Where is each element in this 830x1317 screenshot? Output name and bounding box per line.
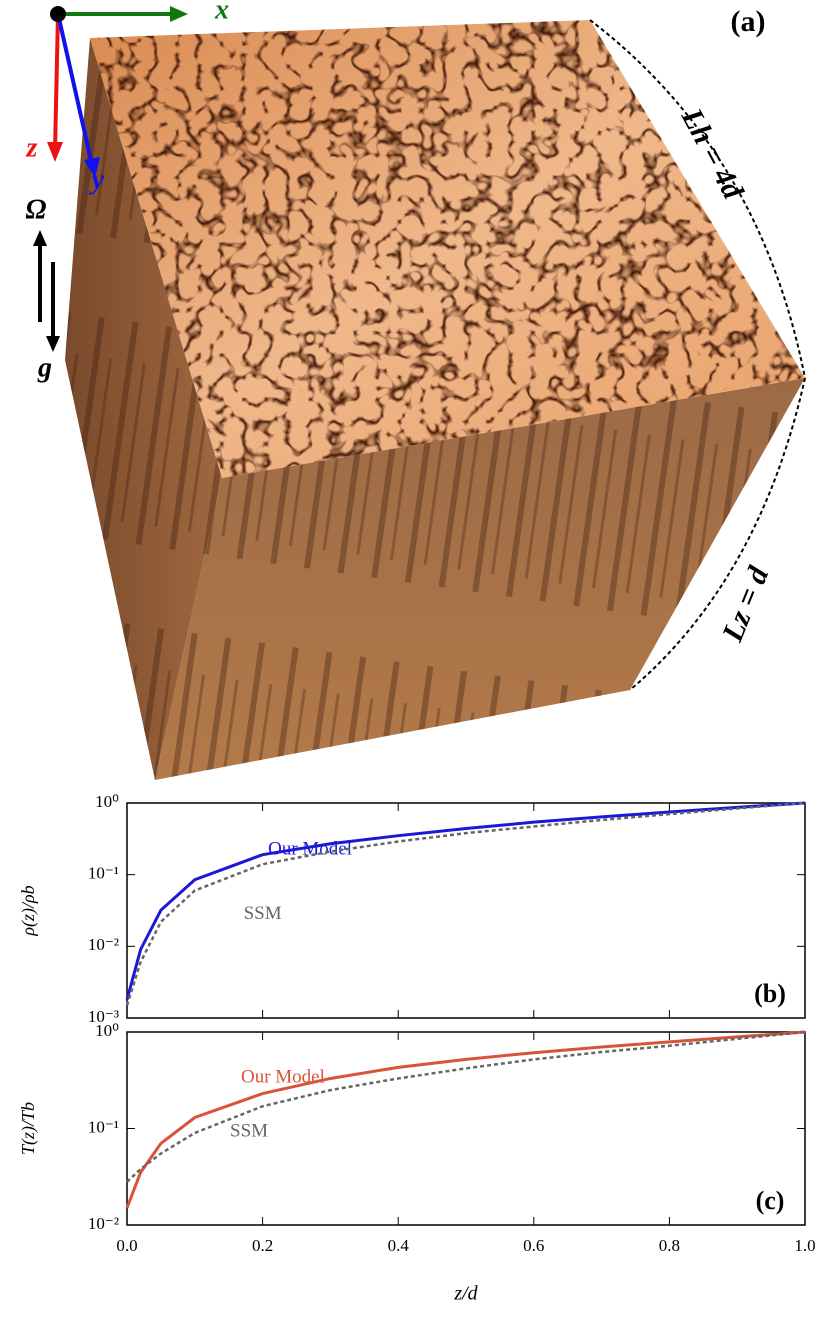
y-tick-label: 10⁻² — [88, 1214, 119, 1233]
x-tick-label: 0.6 — [523, 1236, 544, 1255]
x-tick-label: 0.4 — [388, 1236, 410, 1255]
y-tick-label: 10⁻¹ — [88, 864, 119, 883]
panel-label: (b) — [754, 979, 786, 1008]
series-label: Our Model — [268, 839, 352, 860]
axis-x-label: x — [214, 0, 229, 25]
plot-frame — [126, 1031, 806, 1226]
series-line — [125, 1030, 806, 1209]
series-line — [125, 801, 806, 1001]
y-axis-label: ρ(z)/ρb — [18, 885, 39, 936]
series-label: SSM — [230, 1121, 268, 1142]
y-tick-label: 10⁻¹ — [88, 1117, 119, 1136]
y-axis-label: T(z)/Tb — [18, 1102, 39, 1155]
series-line — [126, 1030, 806, 1183]
y-tick-label: 10⁰ — [95, 792, 119, 811]
rotation-label: Ω — [26, 194, 47, 225]
series-line — [125, 801, 806, 1006]
y-tick-label: 10⁻² — [88, 935, 119, 954]
y-tick-label: 10⁻³ — [88, 1007, 119, 1026]
y-tick-label: 10⁰ — [95, 1021, 119, 1040]
axis-y-label: y — [89, 164, 105, 195]
x-tick-label: 0.8 — [659, 1236, 680, 1255]
panel-label: (a) — [731, 5, 766, 38]
axis-z-label: z — [26, 132, 38, 163]
axes-triad — [33, 6, 188, 352]
series-label: Our Model — [241, 1067, 325, 1088]
plot-frame — [126, 802, 806, 1019]
x-axis-label: z/d — [453, 1283, 478, 1305]
gravity-label: g — [37, 352, 52, 383]
x-tick-label: 1.0 — [794, 1236, 815, 1255]
series-label: SSM — [244, 903, 282, 924]
panel-label: (c) — [756, 1186, 785, 1215]
vertical-size-label: Lz = d — [715, 561, 775, 647]
x-tick-label: 0.0 — [116, 1236, 137, 1255]
x-tick-label: 0.2 — [252, 1236, 273, 1255]
